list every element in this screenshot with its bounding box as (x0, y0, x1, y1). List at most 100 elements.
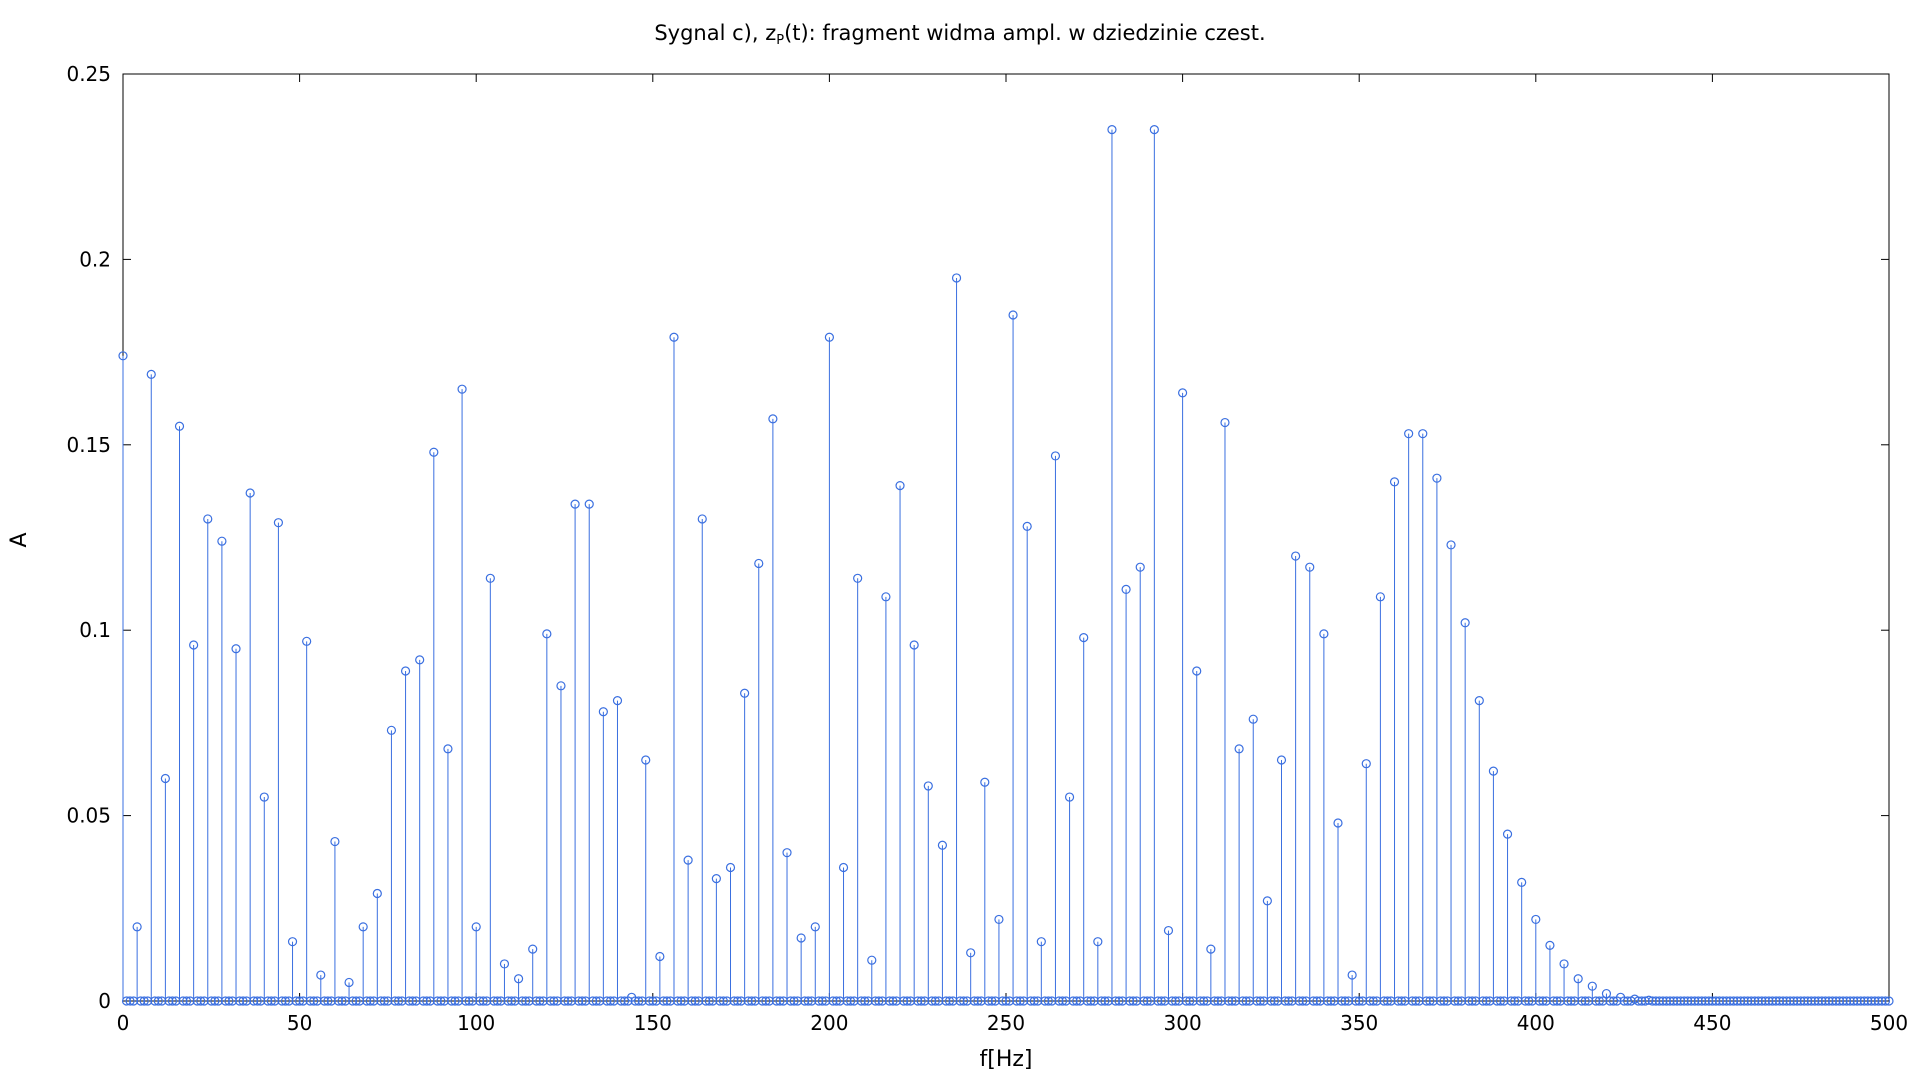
stem-marker (203, 514, 213, 524)
stem-marker (545, 996, 555, 1006)
stem-marker (1873, 996, 1884, 1006)
stem-marker (1312, 996, 1322, 1006)
stem-marker (1093, 937, 1103, 947)
stem-marker (1721, 996, 1732, 1006)
stem-marker (725, 862, 736, 873)
stem-marker (740, 688, 750, 698)
stem-marker (323, 996, 333, 1006)
stem-marker (1753, 996, 1763, 1006)
stem-marker (803, 996, 813, 1006)
stem-marker (1651, 996, 1661, 1006)
stem-marker (362, 996, 372, 1006)
stem-marker (471, 922, 481, 932)
stem-marker (951, 273, 962, 283)
stem-marker (959, 996, 969, 1006)
stem-marker (1319, 629, 1329, 639)
stem-marker (164, 996, 174, 1006)
stem-marker (1668, 996, 1679, 1006)
stem-marker (1690, 996, 1700, 1006)
stem-marker (987, 996, 997, 1006)
stem-marker (789, 996, 799, 1006)
stem-marker (1856, 996, 1866, 1006)
stem-marker (1845, 996, 1855, 1006)
stem-marker (1870, 996, 1880, 1006)
stem-marker (1849, 996, 1859, 1006)
stem-marker (715, 996, 725, 1006)
stem-marker (1195, 996, 1205, 1006)
stem-marker (139, 996, 149, 1006)
stem-marker (1396, 996, 1407, 1006)
stem-marker (902, 996, 912, 1006)
x-tick-label: 0 (117, 1011, 130, 1035)
stem-marker (1043, 996, 1053, 1006)
stem-marker (1340, 996, 1350, 1006)
stem-marker (1559, 959, 1569, 969)
stem-marker (379, 996, 389, 1006)
stem-marker (485, 573, 495, 583)
stem-marker (358, 922, 368, 932)
stem-marker (1446, 540, 1456, 550)
stem-marker (415, 655, 425, 665)
stem-marker (598, 707, 608, 717)
stem-marker (150, 996, 160, 1006)
stem-marker (1661, 996, 1672, 1006)
stem-marker (351, 996, 361, 1006)
stem-marker (1746, 996, 1756, 1006)
stem-marker (1764, 996, 1774, 1006)
stem-marker (860, 996, 870, 1006)
stem-marker (672, 996, 683, 1006)
stem-marker (160, 773, 170, 784)
stem-marker (983, 996, 993, 1006)
stem-marker (1672, 996, 1682, 1006)
stem-marker (1283, 996, 1294, 1006)
stem-marker (1760, 996, 1770, 1006)
stem-marker (422, 996, 432, 1006)
stem-marker (1382, 996, 1393, 1006)
y-axis-label: A (7, 532, 32, 547)
stem-marker (1538, 996, 1548, 1006)
chart-title-subscript: P (776, 33, 784, 48)
stem-marker (1029, 996, 1039, 1006)
stem-marker (1040, 996, 1050, 1006)
stem-marker (1248, 714, 1258, 724)
stem-marker (1449, 996, 1460, 1006)
stem-marker (916, 996, 926, 1006)
stem-marker (619, 996, 630, 1006)
stem-marker (701, 996, 711, 1006)
stem-marker (602, 996, 612, 1006)
stem-marker (489, 996, 499, 1006)
stem-marker (457, 384, 467, 394)
stem-marker (1036, 937, 1046, 947)
stem-marker (181, 996, 192, 1006)
stem-marker (729, 996, 739, 1006)
stem-marker (1718, 996, 1728, 1006)
x-axis-label: f[Hz] (979, 1047, 1032, 1072)
stem-marker (1156, 996, 1167, 1006)
stem-marker (1439, 996, 1449, 1006)
stem-marker (782, 848, 792, 858)
stem-marker (174, 421, 185, 431)
stem-marker (319, 996, 329, 1006)
stem-marker (1743, 996, 1753, 1006)
y-tick-label: 0.15 (66, 433, 111, 457)
stem-marker (1227, 996, 1237, 1006)
stem-marker (1711, 996, 1721, 1006)
stem-marker (259, 792, 269, 802)
stem-marker (118, 351, 128, 361)
stem-marker (1704, 996, 1714, 1006)
stem-marker (1594, 996, 1604, 1006)
stem-marker (616, 996, 626, 1006)
stem-marker (1750, 996, 1760, 1006)
stem-marker (612, 696, 623, 706)
stem-marker (132, 922, 142, 932)
stem-marker (1502, 829, 1513, 839)
stem-marker (1679, 996, 1689, 1006)
stem-marker (1375, 592, 1385, 602)
stem-marker (1757, 996, 1767, 1006)
stem-marker (1407, 996, 1417, 1006)
stem-marker (1276, 755, 1287, 765)
stem-marker (1252, 996, 1262, 1006)
stem-marker (1506, 996, 1516, 1006)
stem-marker (1114, 996, 1124, 1006)
stem-marker (1163, 925, 1174, 936)
